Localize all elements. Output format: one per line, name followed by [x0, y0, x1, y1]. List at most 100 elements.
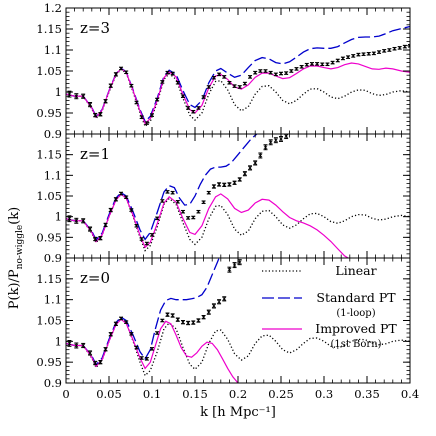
data-marker [175, 199, 180, 204]
data-marker [165, 312, 170, 317]
data-marker [134, 223, 139, 228]
data-marker [237, 260, 242, 265]
data-point [165, 189, 170, 194]
data-marker [186, 321, 191, 325]
data-point [371, 51, 376, 56]
data-marker [217, 182, 221, 187]
data-marker [212, 184, 216, 189]
data-point [330, 60, 335, 65]
data-marker [232, 263, 237, 267]
data-marker [170, 313, 175, 318]
data-point [211, 75, 216, 80]
data-point [325, 62, 330, 67]
y-tick-label: 1.2 [44, 1, 62, 15]
data-point [150, 346, 154, 351]
data-points [67, 43, 410, 125]
y-tick-label: 1.05 [36, 64, 62, 78]
data-point [81, 218, 86, 224]
data-marker [268, 70, 273, 75]
data-marker [170, 190, 175, 195]
data-point [93, 360, 98, 366]
data-marker [206, 310, 211, 315]
data-point [206, 85, 211, 89]
data-marker [217, 299, 221, 304]
data-point [144, 121, 149, 125]
data-marker [320, 62, 325, 67]
data-point [67, 215, 72, 223]
data-point [124, 320, 129, 325]
data-point [237, 85, 242, 89]
panels: 0.9 0.95 1 1.05 1.1 1.15 1.2 z=3 0.9 0.95 1 1.05 1.1… [36, 1, 419, 401]
data-marker [113, 321, 118, 326]
data-point [222, 182, 227, 187]
data-point [186, 320, 191, 326]
data-marker [160, 199, 165, 203]
data-point [248, 74, 253, 79]
data-marker [144, 356, 149, 361]
data-marker [124, 70, 129, 75]
x-tick-label: 0.35 [354, 387, 380, 401]
data-marker [139, 237, 144, 241]
data-points [67, 134, 289, 246]
panel-z1: 0.9 0.95 1 1.05 1.1 1.15 z=1 [36, 133, 411, 265]
data-marker [103, 99, 108, 104]
series-improved-line [66, 193, 349, 258]
data-marker [325, 62, 330, 67]
data-marker [206, 85, 211, 89]
data-point [340, 56, 345, 61]
y-tick-label: 1.1 [44, 168, 62, 182]
data-marker [201, 315, 206, 320]
data-point [103, 222, 108, 228]
y-tick-label: 1.05 [36, 314, 62, 328]
data-marker [175, 80, 180, 85]
y-tick-label: 1.1 [44, 293, 62, 307]
data-point [93, 112, 98, 118]
data-point [144, 356, 149, 361]
data-marker [74, 218, 79, 223]
data-point [186, 106, 191, 110]
data-point [88, 226, 93, 232]
data-point [170, 71, 175, 76]
legend: Linear Standard PT (1-loop) Improved PT (1st… [262, 263, 397, 350]
data-marker [175, 317, 180, 322]
data-point [175, 199, 180, 204]
data-point [366, 51, 371, 56]
data-point [113, 72, 118, 77]
series-improved-line [66, 62, 410, 125]
data-marker [98, 360, 103, 365]
data-point [175, 80, 180, 85]
y-axis-label: P(k)/Pno-wiggle(k) [7, 207, 25, 310]
data-point [165, 70, 170, 75]
data-point [227, 266, 232, 273]
legend-sublabel: (1-loop) [336, 308, 375, 319]
data-point [237, 177, 242, 182]
data-point [74, 342, 79, 349]
data-point [155, 216, 160, 221]
data-point [258, 69, 263, 73]
data-point [351, 53, 356, 58]
data-marker [382, 48, 387, 53]
data-marker [196, 209, 201, 214]
data-marker [212, 75, 216, 80]
data-point [175, 317, 180, 322]
data-marker [289, 69, 294, 73]
data-marker [124, 195, 129, 200]
data-marker [181, 94, 185, 99]
data-marker [402, 44, 407, 49]
data-point [113, 321, 118, 326]
data-point [217, 182, 222, 187]
data-point [129, 83, 134, 88]
data-marker [377, 50, 381, 54]
data-marker [113, 197, 118, 202]
data-point [309, 61, 314, 66]
data-point [180, 94, 185, 99]
y-tick-label: 1 [55, 334, 62, 348]
panel-label: z=1 [80, 145, 110, 163]
legend-label: Linear [335, 263, 376, 278]
data-point [232, 262, 237, 269]
data-point [232, 84, 237, 89]
panel-frame [65, 7, 411, 135]
data-marker [387, 48, 392, 52]
data-marker [98, 112, 103, 117]
